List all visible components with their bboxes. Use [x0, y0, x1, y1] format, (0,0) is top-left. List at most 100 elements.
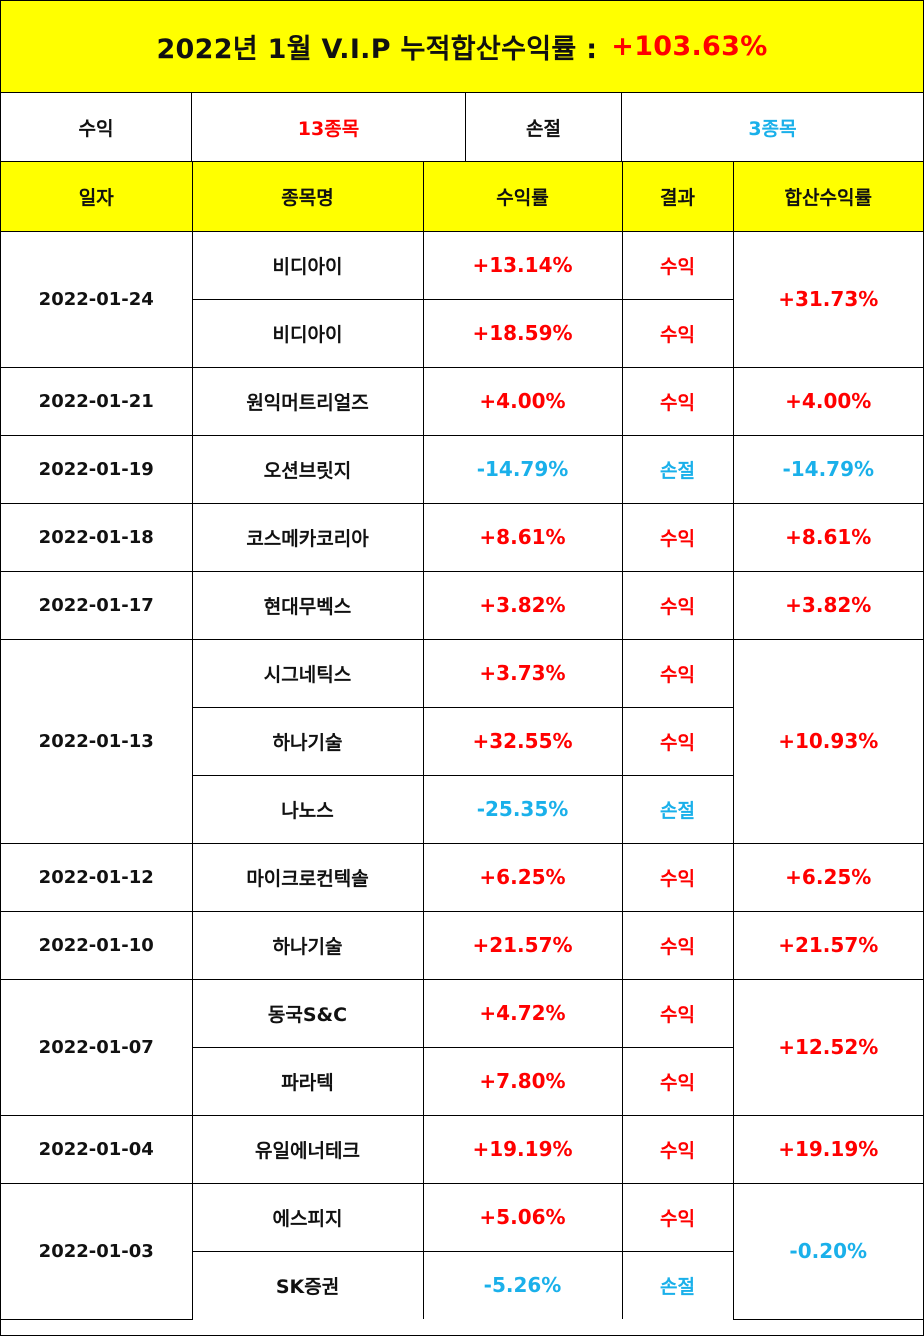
combined-return-cell: +4.00%: [732, 366, 923, 436]
stock-name-cell: SK증권: [192, 1250, 424, 1319]
table-row: 2022-01-17 현대무벡스 +3.82% 수익 +3.82%: [1, 570, 923, 640]
date-cell: 2022-01-21: [1, 366, 193, 436]
table-row: 2022-01-07 동국S&C +4.72% 수익 +12.52%: [1, 978, 923, 1116]
total-return: +103.63%: [611, 31, 768, 62]
stock-name-cell: 비디아이: [192, 298, 424, 368]
rate-cell: +6.25%: [422, 842, 623, 912]
result-cell: 수익: [621, 638, 734, 708]
result-cell: 수익: [621, 502, 734, 572]
table-row: 파라텍 +7.80% 수익: [1, 1046, 923, 1116]
results-table: 일자 종목명 수익률 결과 합산수익률 2022-01-24 비디아이 +13.14…: [1, 162, 923, 1320]
date-cell: 2022-01-03: [1, 1182, 193, 1320]
title-text: 2022년 1월 V.I.P 누적합산수익률 :: [156, 34, 598, 65]
rate-cell: +3.82%: [422, 570, 623, 640]
rate-cell: +3.73%: [422, 638, 623, 708]
table-row: 비디아이 +18.59% 수익: [1, 298, 923, 368]
stock-name-cell: 시그네틱스: [191, 638, 424, 708]
combined-return-cell: +10.93%: [732, 638, 923, 844]
rate-cell: +13.14%: [422, 230, 623, 300]
table-row: 2022-01-10 하나기술 +21.57% 수익 +21.57%: [1, 910, 923, 980]
header-stock: 종목명: [191, 162, 424, 232]
stock-name-cell: 원익머트리얼즈: [191, 366, 424, 436]
date-cell: 2022-01-18: [1, 502, 193, 572]
table-body: 2022-01-24 비디아이 +13.14% 수익 +31.73% 비디아이 +18.59…: [1, 230, 923, 1320]
stock-name-cell: 비디아이: [191, 230, 424, 300]
result-cell: 수익: [621, 1114, 734, 1184]
stock-name-cell: 나노스: [192, 774, 424, 844]
header-date: 일자: [1, 162, 193, 232]
header-combined: 합산수익률: [732, 162, 923, 232]
result-cell: 수익: [621, 910, 734, 980]
result-cell: 손절: [621, 774, 733, 844]
date-cell: 2022-01-19: [1, 434, 193, 504]
combined-return-cell: +12.52%: [732, 978, 923, 1116]
date-cell: 2022-01-24: [1, 230, 193, 368]
combined-return-cell: -14.79%: [732, 434, 923, 504]
page-title: 2022년 1월 V.I.P 누적합산수익률 : +103.63%: [1, 1, 923, 93]
stock-name-cell: 에스피지: [191, 1182, 424, 1252]
rate-cell: +7.80%: [422, 1046, 623, 1116]
result-cell: 수익: [621, 298, 733, 368]
date-cell: 2022-01-12: [1, 842, 193, 912]
result-cell: 수익: [621, 230, 734, 300]
stock-name-cell: 하나기술: [192, 706, 424, 776]
combined-return-cell: +21.57%: [732, 910, 923, 980]
stock-name-cell: 하나기술: [191, 910, 424, 980]
stock-name-cell: 파라텍: [192, 1046, 424, 1116]
combined-return-cell: +31.73%: [732, 230, 923, 368]
table-header-row: 일자 종목명 수익률 결과 합산수익률: [1, 162, 923, 232]
profit-count: 13종목: [192, 93, 466, 161]
result-cell: 손절: [621, 434, 734, 504]
table-row: 2022-01-03 에스피지 +5.06% 수익 -0.20%: [1, 1182, 923, 1320]
table-row: 2022-01-04 유일에너테크 +19.19% 수익 +19.19%: [1, 1114, 923, 1184]
result-cell: 수익: [621, 842, 734, 912]
table-row: 2022-01-21 원익머트리얼즈 +4.00% 수익 +4.00%: [1, 366, 923, 436]
combined-return-cell: +19.19%: [732, 1114, 923, 1184]
table-row: 하나기술 +32.55% 수익: [1, 706, 923, 776]
rate-cell: +4.00%: [422, 366, 623, 436]
header-result: 결과: [621, 162, 734, 232]
rate-cell: +32.55%: [422, 706, 623, 776]
rate-cell: -5.26%: [422, 1250, 623, 1319]
combined-return-cell: +6.25%: [732, 842, 923, 912]
profit-label: 수익: [1, 93, 192, 161]
table-row: 2022-01-19 오션브릿지 -14.79% 손절 -14.79%: [1, 434, 923, 504]
rate-cell: -25.35%: [422, 774, 623, 844]
rate-cell: +19.19%: [422, 1114, 623, 1184]
stock-name-cell: 코스메카코리아: [191, 502, 424, 572]
combined-return-cell: -0.20%: [732, 1182, 923, 1320]
rate-cell: -14.79%: [422, 434, 623, 504]
table-row: 2022-01-12 마이크로컨텍솔 +6.25% 수익 +6.25%: [1, 842, 923, 912]
table-row: 나노스 -25.35% 손절: [1, 774, 923, 844]
stock-name-cell: 마이크로컨텍솔: [191, 842, 424, 912]
stock-name-cell: 유일에너테크: [191, 1114, 424, 1184]
summary-row: 수익 13종목 손절 3종목: [1, 93, 923, 162]
result-cell: 수익: [621, 1046, 733, 1116]
date-cell: 2022-01-04: [1, 1114, 193, 1184]
result-cell: 수익: [621, 1182, 734, 1252]
result-cell: 수익: [621, 570, 734, 640]
combined-return-cell: +8.61%: [732, 502, 923, 572]
date-cell: 2022-01-17: [1, 570, 193, 640]
table-row: 2022-01-18 코스메카코리아 +8.61% 수익 +8.61%: [1, 502, 923, 572]
result-cell: 수익: [621, 366, 734, 436]
table-row: 2022-01-24 비디아이 +13.14% 수익 +31.73%: [1, 230, 923, 368]
loss-label: 손절: [466, 93, 622, 161]
rate-cell: +4.72%: [422, 978, 623, 1048]
rate-cell: +18.59%: [422, 298, 623, 368]
date-cell: 2022-01-10: [1, 910, 193, 980]
rate-cell: +21.57%: [422, 910, 623, 980]
result-cell: 손절: [621, 1250, 733, 1319]
stock-name-cell: 현대무벡스: [191, 570, 424, 640]
table-row: SK증권 -5.26% 손절: [1, 1250, 923, 1319]
combined-return-cell: +3.82%: [732, 570, 923, 640]
rate-cell: +8.61%: [422, 502, 623, 572]
header-rate: 수익률: [422, 162, 623, 232]
loss-count: 3종목: [748, 117, 797, 140]
date-cell: 2022-01-13: [1, 638, 193, 844]
result-cell: 수익: [621, 706, 733, 776]
stock-name-cell: 오션브릿지: [191, 434, 424, 504]
rate-cell: +5.06%: [422, 1182, 623, 1252]
date-cell: 2022-01-07: [1, 978, 193, 1116]
